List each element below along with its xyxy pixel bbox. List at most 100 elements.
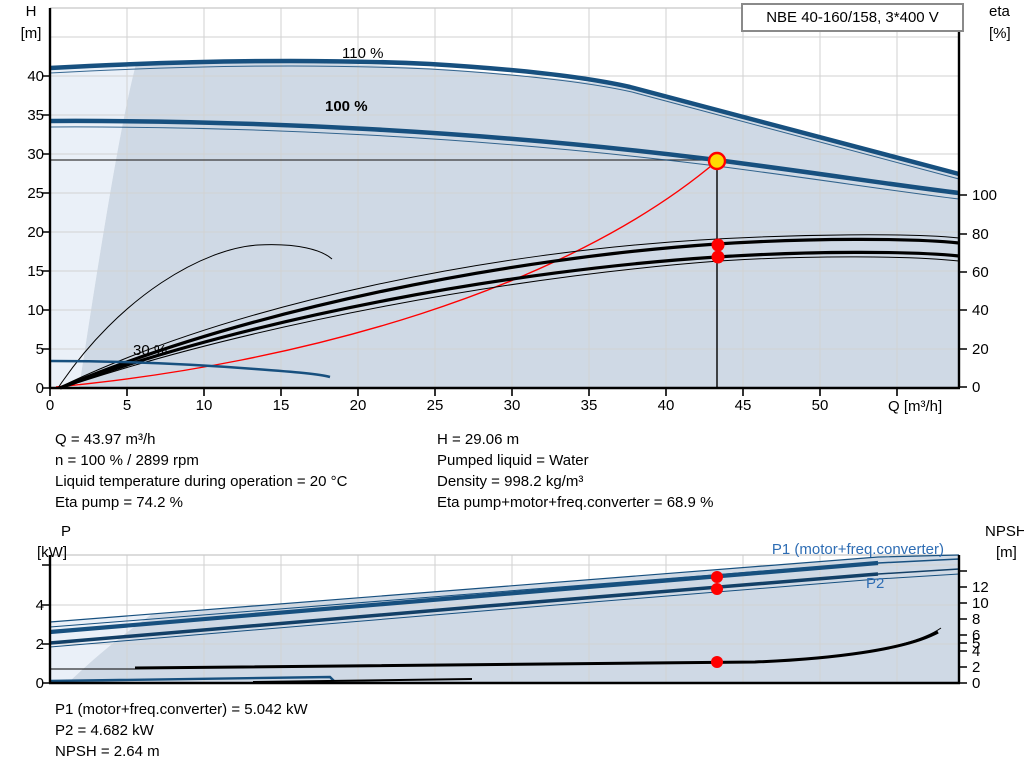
duty-eta-total-text: Eta pump+motor+freq.converter = 68.9 % [437,494,714,511]
eta-total-curve [59,250,960,390]
eta-axis-unit: [%] [989,25,1011,42]
curve-100pct-tolerance [49,126,960,200]
npsh-tick-6: 6 [972,627,980,644]
h-axis-unit: [m] [21,25,42,42]
eta-tick-80: 80 [972,226,989,243]
duty-marker-eta-total [711,250,725,264]
p1-band-upper-line [49,554,960,623]
duty-marker-p2 [711,583,723,595]
q-axis-ticks [49,388,898,396]
pump-type-box: NBE 40-160/158, 3*400 V [741,3,964,32]
curve-label-30pct: 30 % [133,342,167,359]
q-tick-15: 15 [273,397,290,414]
h-axis-ticks [42,75,50,389]
npsh-tick-0: 0 [972,675,980,692]
npsh-tick-5: 5 [972,635,980,652]
duty-flow-text: Q = 43.97 m³/h [55,431,156,448]
npsh-tick-2: 2 [972,659,980,676]
qh-chart: H [m] eta [%] Q [m³/h] 40 35 30 25 20 15… [21,3,1011,415]
duty-liquid-text: Pumped liquid = Water [437,452,589,469]
duty-marker-p1 [711,571,723,583]
duty-temperature-text: Liquid temperature during operation = 20… [55,473,348,490]
npsh-tick-12: 12 [972,579,989,596]
p-tick-4: 4 [36,597,44,614]
p-axis-title: P [61,523,71,540]
q-tick-10: 10 [196,397,213,414]
curve-30pct [49,359,331,379]
p-curve-min-speed [49,675,335,683]
eta-tick-0: 0 [972,379,980,396]
power-npsh-chart: P [kW] NPSH [m] 4 2 0 12 10 8 6 5 4 2 0 … [36,523,1024,692]
envelope-low-flow-region [50,64,136,388]
npsh-tolerance-line [769,627,942,662]
npsh-axis-unit: [m] [996,544,1017,561]
eta-curve-tolerance-lower [61,256,960,389]
q-tick-20: 20 [350,397,367,414]
q-tick-5: 5 [123,397,131,414]
curve-110pct-tolerance [49,65,960,180]
h-tick-30: 30 [27,146,44,163]
duty-marker-eta-pump [711,238,725,252]
npsh-tick-8: 8 [972,611,980,628]
curve-label-p2: P2 [866,575,884,592]
q-tick-0: 0 [46,397,54,414]
duty-p2-text: P2 = 4.682 kW [55,722,154,739]
h-axis-title: H [26,3,37,20]
npsh-tick-10: 10 [972,595,989,612]
eta-axis-ticks [959,194,967,388]
q-tick-30: 30 [504,397,521,414]
eta-tick-40: 40 [972,302,989,319]
q-tick-50: 50 [812,397,829,414]
eta-pump-curve [59,237,960,390]
q-tick-40: 40 [658,397,675,414]
p-axis-unit: [kW] [37,544,67,561]
operating-envelope [79,61,959,389]
curve-label-110pct: 110 % [342,45,383,62]
npsh-axis-ticks [959,570,967,684]
eta-tick-20: 20 [972,341,989,358]
curve-100pct [49,118,960,196]
p1-curve [49,560,879,635]
duty-info-right: H = 29.06 m Pumped liquid = Water Densit… [437,429,713,513]
duty-npsh-text: NPSH = 2.64 m [55,743,160,760]
h-tick-25: 25 [27,185,44,202]
npsh-tick-4: 4 [972,643,980,660]
duty-marker-npsh [711,656,723,668]
p1-curve-extension [877,558,960,564]
curve-110pct [49,58,960,177]
system-curve [55,160,718,388]
p-tick-0: 0 [36,675,44,692]
duty-point-marker[interactable] [707,151,727,171]
duty-head-text: H = 29.06 m [437,431,520,448]
pump-type-label: NBE 40-160/158, 3*400 V [766,9,939,26]
duty-p1-text: P1 (motor+freq.converter) = 5.042 kW [55,701,308,718]
duty-info-left: Q = 43.97 m³/h n = 100 % / 2899 rpm Liqu… [55,429,347,513]
eta-axis-title: eta [989,3,1011,20]
h-tick-10: 10 [27,302,44,319]
q-tick-35: 35 [581,397,598,414]
p2-curve-extension [877,568,960,575]
p-tick-2: 2 [36,636,44,653]
h-tick-40: 40 [27,68,44,85]
eta-curve-tolerance-upper [57,234,960,389]
eta-tick-60: 60 [972,264,989,281]
p-axis-ticks [42,564,50,684]
p2-curve [49,572,879,645]
npsh-axis-title: NPSH [985,523,1024,540]
npsh-curve-min-speed [252,678,473,683]
curve-label-p1: P1 (motor+freq.converter) [772,541,944,558]
duty-eta-pump-text: Eta pump = 74.2 % [55,494,183,511]
h-tick-0: 0 [36,380,44,397]
eta-curve-reduced-speed [57,244,333,389]
q-tick-25: 25 [427,397,444,414]
q-axis-title: Q [m³/h] [888,398,942,415]
duty-info-bottom: P1 (motor+freq.converter) = 5.042 kW P2 … [55,699,308,762]
h-tick-20: 20 [27,224,44,241]
curve-label-100pct: 100 % [325,98,368,115]
duty-speed-text: n = 100 % / 2899 rpm [55,452,199,469]
q-gridlines [126,8,898,388]
duty-density-text: Density = 998.2 kg/m³ [437,473,584,490]
eta-tick-100: 100 [972,187,997,204]
